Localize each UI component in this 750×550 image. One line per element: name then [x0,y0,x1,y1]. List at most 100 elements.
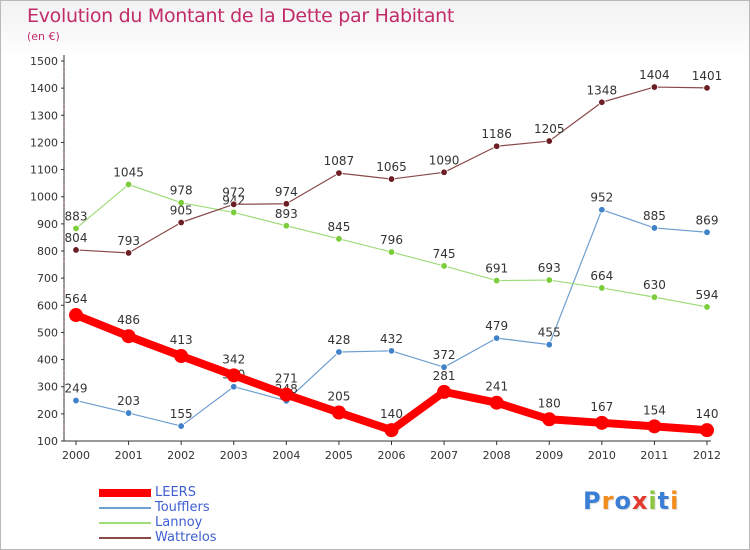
data-label-lannoy: 978 [170,184,193,198]
chart-title: Evolution du Montant de la Dette par Hab… [27,5,455,27]
legend-label-toufflers: Toufflers [155,500,210,515]
legend-item-wattrelos: Wattrelos [99,530,299,545]
y-tick-label: 1000 [30,191,58,204]
legend-swatch-toufflers [99,507,151,509]
data-point-toufflers [230,383,238,391]
data-label-wattrelos: 974 [275,185,298,199]
x-tick-label: 2010 [588,449,616,462]
x-tick-label: 2003 [220,449,248,462]
data-point-leers [542,412,557,427]
data-point-lannoy [703,303,711,311]
data-point-lannoy [177,198,185,207]
y-tick-label: 400 [37,354,58,367]
data-label-toufflers: 455 [538,326,561,340]
legend-label-leers: LEERS [155,485,196,500]
data-point-lannoy [650,293,659,301]
data-point-lannoy [492,276,501,285]
y-tick-label: 700 [37,272,58,285]
data-point-wattrelos [598,98,606,106]
data-point-leers [594,415,609,430]
data-label-wattrelos: 1404 [639,68,670,82]
x-tick-label: 2002 [167,449,195,462]
data-point-lannoy [335,235,343,243]
data-label-leers: 140 [380,407,403,421]
data-point-leers [437,384,452,399]
data-point-toufflers [124,409,133,417]
data-label-toufflers: 952 [590,191,613,205]
data-point-lannoy [598,284,606,292]
data-label-lannoy: 745 [433,247,456,261]
logo-letter: r [601,487,615,515]
data-point-toufflers [72,396,80,405]
data-label-toufflers: 479 [485,319,508,333]
data-label-toufflers: 155 [170,407,193,421]
y-tick-label: 100 [37,435,58,448]
x-tick-label: 2012 [693,449,721,462]
data-label-toufflers: 432 [380,332,403,346]
proxiti-logo: Proxiti [583,487,679,515]
data-label-wattrelos: 1186 [481,127,512,141]
data-label-toufflers: 428 [327,333,350,347]
data-point-leers [226,368,241,383]
data-label-toufflers: 249 [65,382,88,396]
data-label-lannoy: 796 [380,233,403,247]
y-tick-label: 1100 [30,164,58,177]
logo-letter: x [631,487,649,515]
data-label-leers: 180 [538,396,561,410]
legend-swatch-lannoy [99,522,151,524]
data-point-toufflers [703,228,711,236]
data-point-lannoy [440,262,448,270]
y-tick-label: 1400 [30,82,58,95]
x-tick-label: 2004 [272,449,300,462]
y-tick-label: 900 [37,218,58,231]
legend-item-lannoy: Lannoy [99,515,299,530]
data-label-leers: 241 [485,380,508,394]
data-point-leers [647,419,662,434]
legend-label-wattrelos: Wattrelos [155,530,217,545]
data-label-leers: 486 [117,313,140,327]
legend-swatch-wattrelos [99,537,151,539]
data-point-wattrelos [387,175,396,183]
x-tick-label: 2011 [640,449,668,462]
chart-subtitle: (en €) [27,30,60,43]
data-label-wattrelos: 905 [170,204,193,218]
y-tick-label: 600 [37,299,58,312]
data-point-wattrelos [545,137,553,145]
data-point-wattrelos [703,84,711,92]
data-label-leers: 167 [590,400,613,414]
data-point-wattrelos [124,249,133,257]
x-tick-label: 2006 [378,449,406,462]
x-tick-label: 2005 [325,449,353,462]
legend-item-toufflers: Toufflers [99,500,299,515]
data-point-leers [279,387,294,402]
x-tick-label: 2000 [62,449,90,462]
data-point-wattrelos [335,169,343,177]
data-label-leers: 140 [696,407,719,421]
data-point-wattrelos [650,83,659,91]
data-point-lannoy [387,248,396,256]
data-label-toufflers: 885 [643,209,666,223]
legend-label-lannoy: Lannoy [155,515,203,530]
data-label-wattrelos: 1205 [534,122,565,136]
data-label-lannoy: 664 [590,269,613,283]
data-point-toufflers [650,224,659,232]
data-point-wattrelos [440,168,448,176]
x-tick-label: 2007 [430,449,458,462]
x-tick-label: 2008 [483,449,511,462]
logo-letter: P [583,487,602,515]
data-label-wattrelos: 1401 [692,69,723,83]
data-label-lannoy: 845 [327,220,350,234]
data-point-wattrelos [230,200,238,209]
data-point-toufflers [335,348,343,356]
data-point-wattrelos [72,246,80,254]
data-point-leers [700,423,714,438]
data-label-lannoy: 691 [485,262,508,276]
data-point-toufflers [545,340,553,349]
y-tick-label: 800 [37,245,58,258]
data-point-leers [69,308,83,323]
logo-letter: i [648,487,658,515]
data-point-lannoy [545,276,553,284]
logo-letter: i [670,487,680,515]
